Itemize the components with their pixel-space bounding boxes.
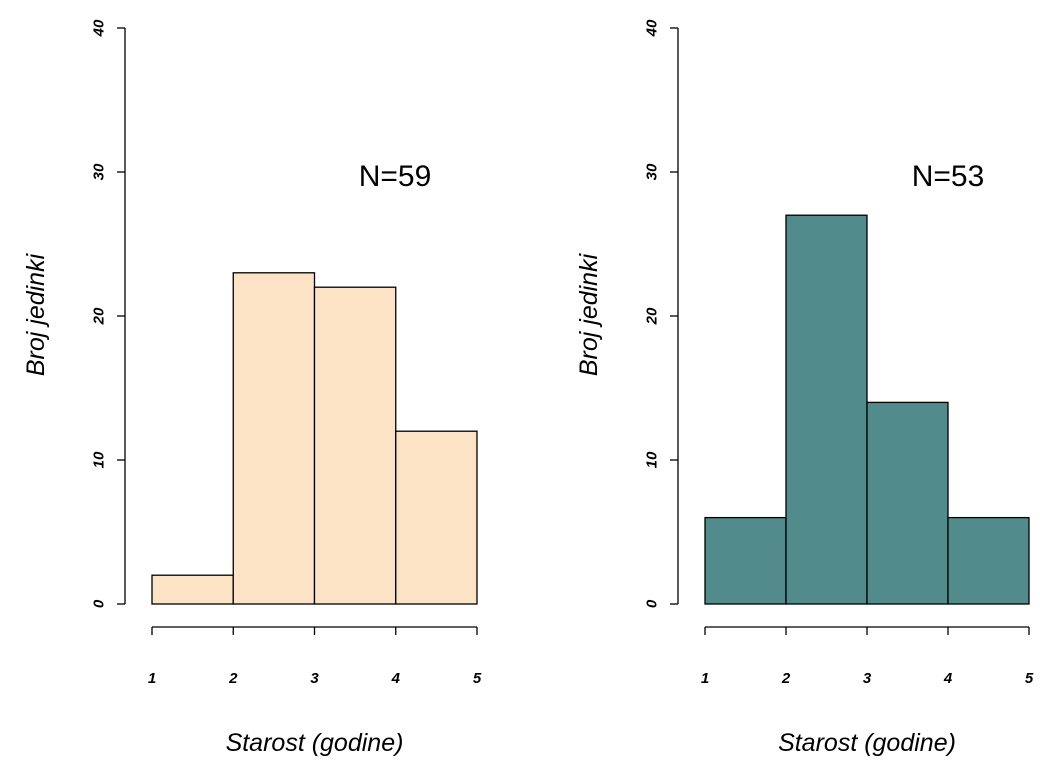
- x-tick-label: 3: [310, 670, 319, 687]
- bar: [947, 516, 1030, 605]
- x-tick-label: 2: [781, 670, 791, 687]
- y-tick-label: 10: [90, 451, 107, 468]
- annotation: N=59: [359, 160, 432, 193]
- bar: [232, 272, 316, 605]
- x-tick-label: 1: [701, 670, 709, 687]
- x-tick-label: 5: [1025, 670, 1034, 687]
- x-tick-label: 4: [391, 670, 401, 687]
- bar: [151, 574, 234, 605]
- x-tick-label: 4: [943, 670, 953, 687]
- annotation: N=53: [912, 160, 985, 193]
- bar: [866, 401, 949, 605]
- y-tick-label: 20: [643, 307, 660, 325]
- x-tick-label: 2: [228, 670, 238, 687]
- x-axis-label: Starost (godine): [226, 729, 404, 757]
- x-tick-label: 3: [863, 670, 872, 687]
- y-axis-label: Broj jedinki: [22, 252, 50, 376]
- x-tick-label: 5: [473, 670, 482, 687]
- panel: 0 10 20 30 40 1 2 3 4 5 Starost (godine) Broj jedin…: [22, 19, 482, 757]
- bar: [785, 214, 868, 605]
- y-tick-label: 0: [90, 599, 107, 608]
- bar: [704, 516, 787, 605]
- y-axis-label: Broj jedinki: [575, 252, 603, 376]
- x-axis-label: Starost (godine): [778, 729, 956, 757]
- y-tick-label: 40: [643, 19, 660, 37]
- y-tick-label: 10: [643, 451, 660, 468]
- bar: [395, 430, 478, 605]
- y-tick-label: 30: [643, 163, 660, 180]
- y-tick-label: 30: [90, 163, 107, 180]
- bar: [313, 286, 397, 605]
- x-tick-label: 1: [148, 670, 156, 687]
- y-tick-label: 40: [90, 19, 107, 37]
- y-tick-label: 0: [643, 599, 660, 608]
- panel: 0 10 20 30 40 1 2 3 4 5 Starost (godine) Broj jedin…: [575, 19, 1034, 757]
- y-tick-label: 20: [90, 307, 107, 325]
